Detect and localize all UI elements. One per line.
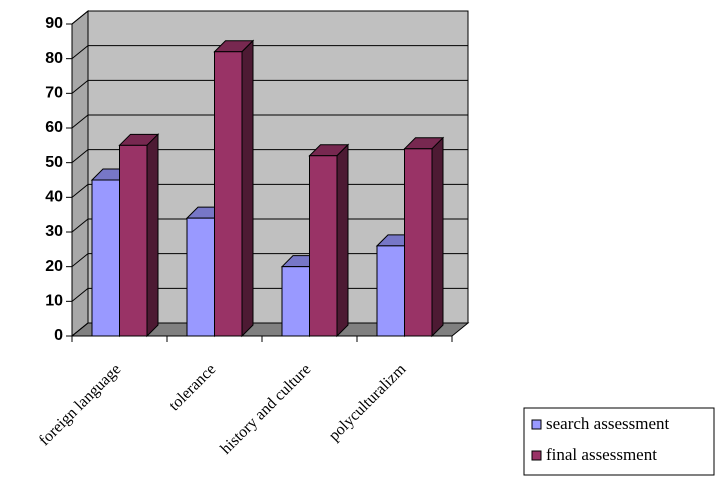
- legend: search assessment final assessment: [523, 407, 715, 476]
- bar: [404, 148, 433, 337]
- bar-side: [431, 136, 444, 338]
- bar: [214, 51, 243, 337]
- bar: [309, 155, 338, 337]
- x-tick-label: history and culture: [217, 361, 314, 458]
- y-tick-label: 70: [45, 85, 63, 102]
- bar: [376, 245, 405, 337]
- y-tick-label: 80: [45, 50, 63, 67]
- grid-line-side: [71, 322, 89, 337]
- y-tick-label: 10: [45, 293, 63, 310]
- side-wall: [71, 9, 89, 338]
- x-tick-label: foreign language: [36, 361, 124, 449]
- bar-side: [336, 143, 349, 338]
- legend-label: search assessment: [546, 414, 669, 433]
- x-tick-label: tolerance: [166, 361, 219, 414]
- legend-swatch: [531, 419, 542, 430]
- bar-side: [146, 133, 159, 338]
- grid-line-side: [71, 287, 89, 302]
- grid-line-side: [71, 218, 89, 233]
- bar: [91, 179, 120, 337]
- grid-line-side: [71, 10, 89, 25]
- grid-line-side: [71, 183, 89, 198]
- bar: [281, 266, 310, 337]
- bar-side: [241, 39, 254, 338]
- grid-line-side: [71, 149, 89, 164]
- y-tick-label: 30: [45, 223, 63, 240]
- y-tick-label: 40: [45, 189, 63, 206]
- grid-line-side: [71, 45, 89, 60]
- y-tick-label: 50: [45, 154, 63, 171]
- grid-line-side: [71, 114, 89, 129]
- grid-line-side: [71, 253, 89, 268]
- legend-swatch: [531, 450, 542, 461]
- y-tick-label: 90: [45, 15, 63, 32]
- x-tick-label: polyculturalizm: [326, 360, 410, 444]
- legend-label: final assessment: [546, 445, 657, 464]
- bar: [186, 217, 215, 337]
- y-tick-label: 20: [45, 258, 63, 275]
- y-tick-label: 0: [54, 327, 63, 344]
- y-tick-label: 60: [45, 119, 63, 136]
- legend-box: [523, 407, 715, 476]
- bar: [119, 144, 148, 337]
- grid-line-side: [71, 79, 89, 94]
